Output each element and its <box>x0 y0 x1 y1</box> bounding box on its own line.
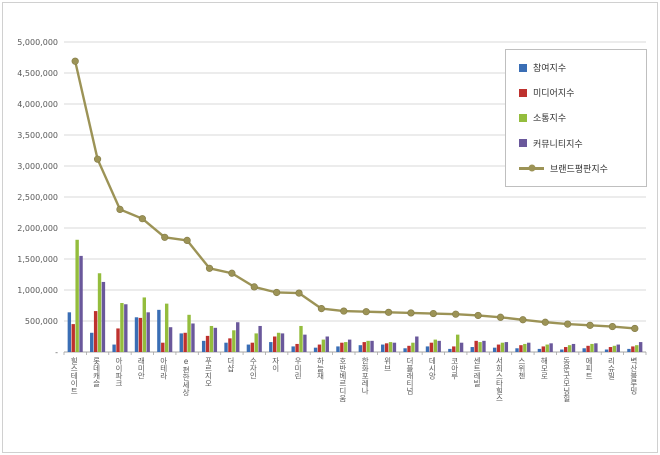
legend-item-community-index: 커뮤니티지수 <box>519 137 642 150</box>
legend-swatch-media-index <box>519 88 527 97</box>
legend-item-brand-reputation-index: 브랜드평판지수 <box>519 162 642 175</box>
svg-text:500,000: 500,000 <box>25 317 58 326</box>
svg-text:2,500,000: 2,500,000 <box>17 193 58 202</box>
svg-text:1,000,000: 1,000,000 <box>17 286 58 295</box>
legend-label-communication-index: 소통지수 <box>533 114 567 125</box>
legend-label-participation-index: 참여지수 <box>533 64 567 75</box>
svg-text:-: - <box>55 348 58 357</box>
legend-swatch-community-index <box>519 139 527 148</box>
legend-label-media-index: 미디어지수 <box>533 89 575 100</box>
svg-text:2,000,000: 2,000,000 <box>17 224 58 233</box>
legend-swatch-communication-index <box>519 113 527 122</box>
svg-text:5,000,000: 5,000,000 <box>17 38 58 47</box>
svg-text:1,500,000: 1,500,000 <box>17 255 58 264</box>
svg-text:4,500,000: 4,500,000 <box>17 69 58 78</box>
legend-swatch-participation-index <box>519 63 527 72</box>
legend-line-marker <box>528 164 535 172</box>
svg-text:3,500,000: 3,500,000 <box>17 131 58 140</box>
legend-item-participation-index: 참여지수 <box>519 61 642 74</box>
chart-legend: 참여지수 미디어지수 소통지수 커뮤니티지수 브랜드평판지수 <box>505 49 647 187</box>
legend-label-brand-reputation-index: 브랜드평판지수 <box>550 164 608 175</box>
legend-item-communication-index: 소통지수 <box>519 111 642 124</box>
legend-item-media-index: 미디어지수 <box>519 86 642 99</box>
legend-swatch-brand-reputation-index <box>519 164 544 172</box>
svg-text:4,000,000: 4,000,000 <box>17 100 58 109</box>
legend-label-community-index: 커뮤니티지수 <box>533 139 583 150</box>
svg-text:3,000,000: 3,000,000 <box>17 162 58 171</box>
